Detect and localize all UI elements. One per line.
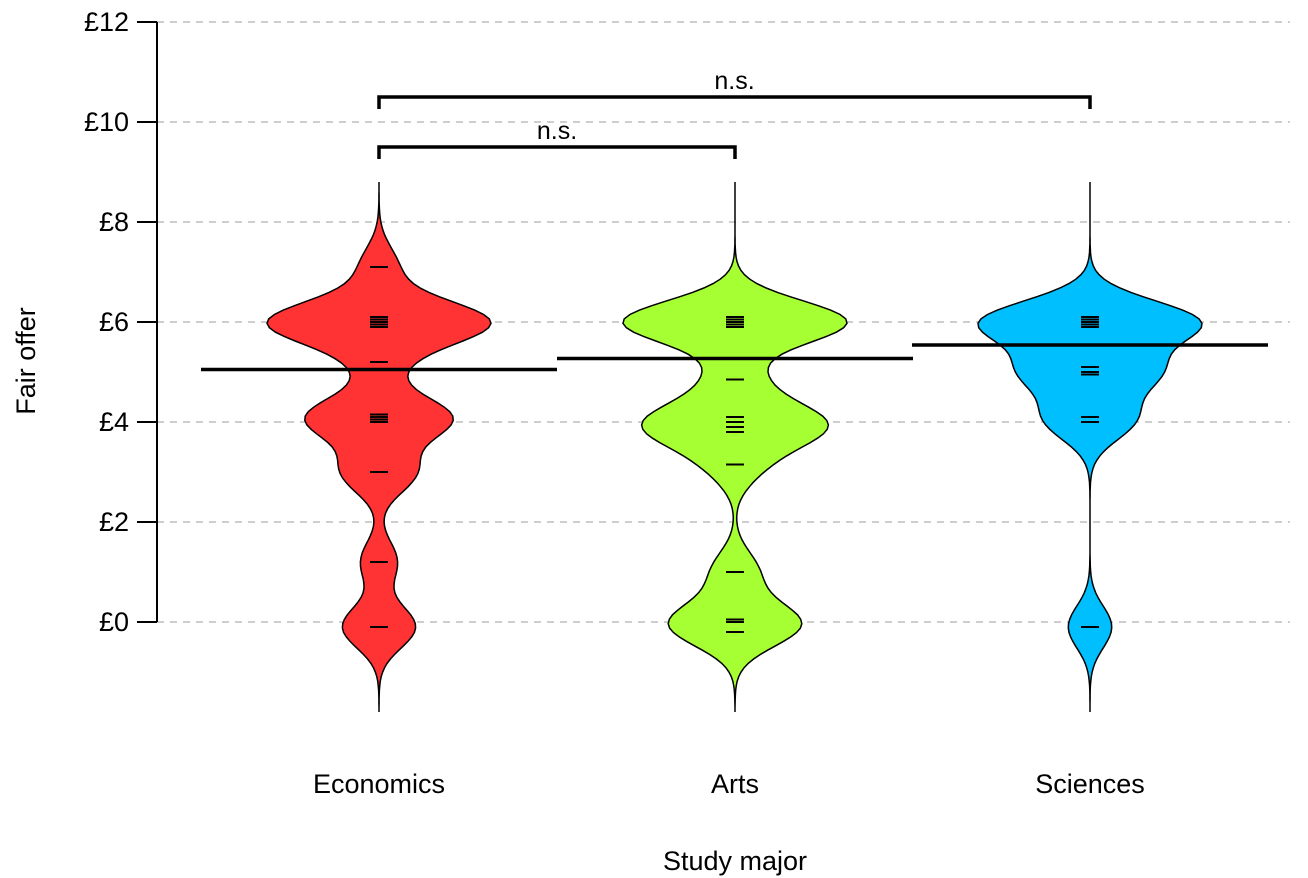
y-tick-label: £10	[84, 107, 129, 137]
mean-lines	[201, 343, 1268, 372]
y-tick-label: £0	[99, 607, 129, 637]
y-tick-label: £6	[99, 307, 129, 337]
violin-economics	[266, 182, 492, 712]
significance-label: n.s.	[537, 117, 577, 145]
data-points	[370, 266, 1099, 633]
violins	[266, 182, 1203, 712]
significance-brackets: n.s. n.s.	[377, 67, 1092, 159]
x-axis-title: Study major	[663, 846, 807, 876]
significance-label: n.s.	[714, 67, 754, 95]
y-tick-label: £12	[84, 7, 129, 37]
y-tick-label: £2	[99, 507, 129, 537]
category-labels: Economics Arts Sciences	[313, 769, 1145, 799]
category-label: Sciences	[1035, 769, 1145, 799]
y-axis: £0 £2 £4 £6 £8 £10 £12	[84, 7, 158, 637]
significance-bracket	[377, 145, 737, 159]
y-tick-label: £4	[99, 407, 129, 437]
category-label: Economics	[313, 769, 445, 799]
violin-arts	[622, 182, 848, 712]
category-label: Arts	[711, 769, 759, 799]
y-tick-label: £8	[99, 207, 129, 237]
significance-bracket	[377, 95, 1092, 109]
violin-sciences	[977, 182, 1203, 712]
y-axis-title: Fair offer	[11, 307, 41, 415]
